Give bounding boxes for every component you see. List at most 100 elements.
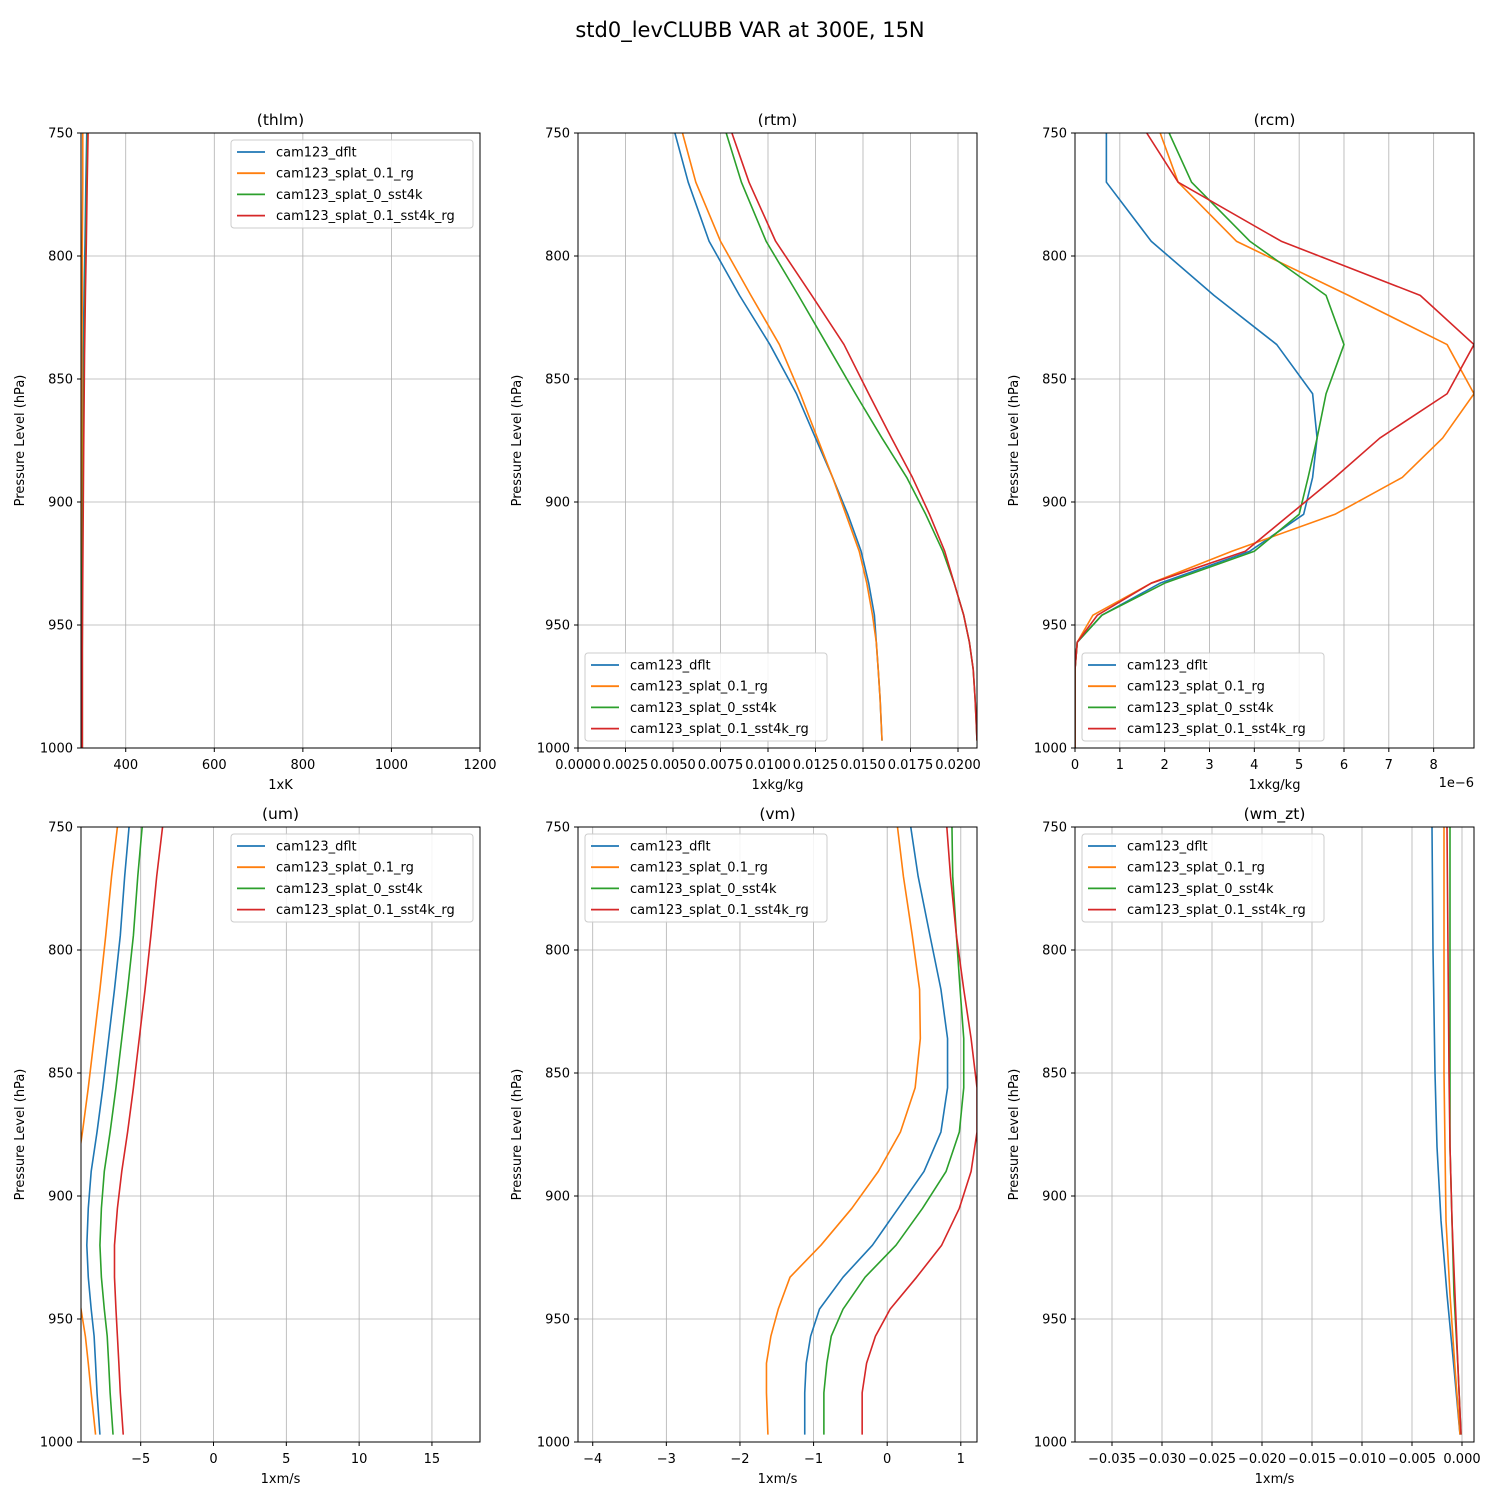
y-tick-label: 750 <box>1042 821 1067 836</box>
legend-entry: cam123_splat_0.1_sst4k_rg <box>630 722 809 737</box>
x-tick-label: −4 <box>583 1452 602 1467</box>
x-tick-label: 7 <box>1385 758 1393 773</box>
x-tick-label: −0.030 <box>1138 1452 1186 1467</box>
series-group <box>765 827 977 1435</box>
y-tick-label: 1000 <box>537 742 570 757</box>
x-axis-label: 1xm/s <box>758 1472 798 1487</box>
axes-frame <box>80 826 481 1443</box>
figure-title: std0_levCLUBB VAR at 300E, 15N <box>575 18 924 43</box>
x-tick-label: 0 <box>1071 758 1079 773</box>
x-tick-label: −0.020 <box>1238 1452 1286 1467</box>
panel-title: (um) <box>262 805 299 823</box>
legend-entry: cam123_splat_0_sst4k <box>276 188 423 203</box>
y-tick-label: 900 <box>545 1190 570 1205</box>
series-line-3 <box>861 827 977 1435</box>
legend-entry: cam123_splat_0_sst4k <box>276 882 423 897</box>
x-tick-label: 8 <box>1430 758 1438 773</box>
y-axis-label: Pressure Level (hPa) <box>13 375 28 507</box>
y-tick-label: 1000 <box>1034 1436 1067 1451</box>
y-tick-label: 850 <box>545 373 570 388</box>
legend-entry: cam123_splat_0_sst4k <box>1127 701 1274 716</box>
x-tick-label: −2 <box>730 1452 749 1467</box>
y-tick-label: 850 <box>1042 1067 1067 1082</box>
y-tick-label: 950 <box>545 619 570 634</box>
axis-offset-text: 1e−6 <box>1439 776 1474 791</box>
legend: cam123_dflt cam123_splat_0.1_rg cam123_spl… <box>1081 833 1325 923</box>
series-line-0 <box>803 827 949 1435</box>
axes-frame <box>577 826 978 1443</box>
panel-3: −5 0 5 10 15 750 800 850 900 950 1000 (um) 1xm/s Pres… <box>13 805 481 1487</box>
panel-0: 400 600 800 1000 1200 750 800 850 900 950 1000 (thl… <box>13 111 497 793</box>
x-axis-label: 1xm/s <box>1255 1472 1295 1487</box>
legend-entry: cam123_dflt <box>276 840 357 855</box>
series-line-3 <box>81 133 89 748</box>
y-tick-label: 850 <box>48 1067 73 1082</box>
legend: cam123_dflt cam123_splat_0.1_rg cam123_spl… <box>584 833 828 923</box>
x-tick-label: 400 <box>113 758 138 773</box>
legend-entry: cam123_dflt <box>1127 840 1208 855</box>
legend-entry: cam123_splat_0.1_sst4k_rg <box>276 209 455 224</box>
y-axis-label: Pressure Level (hPa) <box>510 375 525 507</box>
y-tick-label: 1000 <box>40 1436 73 1451</box>
axes-frame <box>1074 132 1475 749</box>
series-line-2 <box>823 827 965 1435</box>
panel-1: 0.0000 0.0025 0.0050 0.0075 0.0100 0.0125 0.01… <box>510 111 981 793</box>
y-tick-label: 900 <box>1042 1190 1067 1205</box>
x-tick-label: 0.0150 <box>840 758 886 773</box>
y-tick-label: 750 <box>545 821 570 836</box>
y-tick-label: 1000 <box>40 742 73 757</box>
x-tick-label: 2 <box>1161 758 1169 773</box>
x-tick-label: 1 <box>957 1452 965 1467</box>
y-tick-label: 750 <box>1042 127 1067 142</box>
y-tick-label: 900 <box>545 496 570 511</box>
panel-title: (rcm) <box>1254 111 1296 129</box>
legend-entry: cam123_dflt <box>276 146 357 161</box>
y-tick-label: 750 <box>545 127 570 142</box>
x-tick-label: −0.010 <box>1338 1452 1386 1467</box>
legend-entry: cam123_splat_0_sst4k <box>630 882 777 897</box>
legend: cam123_dflt cam123_splat_0.1_rg cam123_spl… <box>584 652 828 742</box>
y-tick-label: 1000 <box>1034 742 1067 757</box>
series-line-1 <box>1443 827 1461 1435</box>
x-tick-label: 1 <box>1116 758 1124 773</box>
x-tick-label: 0.0125 <box>793 758 839 773</box>
y-axis-label: Pressure Level (hPa) <box>1007 375 1022 507</box>
legend-entry: cam123_splat_0_sst4k <box>1127 882 1274 897</box>
grid <box>81 826 480 1443</box>
y-axis-label: Pressure Level (hPa) <box>1007 1069 1022 1201</box>
x-tick-label: −5 <box>131 1452 150 1467</box>
legend-frame <box>1081 652 1325 742</box>
y-tick-label: 800 <box>1042 250 1067 265</box>
x-tick-label: 1200 <box>463 758 496 773</box>
legend-entry: cam123_splat_0.1_sst4k_rg <box>1127 903 1306 918</box>
y-tick-label: 800 <box>48 250 73 265</box>
legend-entry: cam123_splat_0.1_rg <box>276 861 414 876</box>
y-tick-label: 750 <box>48 821 73 836</box>
x-axis-label: 1xkg/kg <box>752 778 804 793</box>
y-tick-label: 750 <box>48 127 73 142</box>
x-tick-label: 600 <box>202 758 227 773</box>
legend-entry: cam123_splat_0.1_sst4k_rg <box>276 903 455 918</box>
panel-title: (vm) <box>759 805 795 823</box>
series-line-0 <box>86 827 130 1435</box>
legend: cam123_dflt cam123_splat_0.1_rg cam123_spl… <box>230 833 474 923</box>
panels: 400 600 800 1000 12007508008509009501000(thl… <box>13 111 1481 1487</box>
legend-entry: cam123_splat_0.1_rg <box>1127 680 1265 695</box>
y-tick-label: 950 <box>1042 619 1067 634</box>
panel-title: (rtm) <box>758 111 798 129</box>
x-axis-label: 1xkg/kg <box>1249 778 1301 793</box>
y-axis-label: Pressure Level (hPa) <box>13 1069 28 1201</box>
legend-entry: cam123_dflt <box>630 840 711 855</box>
x-tick-label: 0.0100 <box>745 758 791 773</box>
legend-frame <box>584 833 828 923</box>
y-tick-label: 900 <box>1042 496 1067 511</box>
series-group <box>1075 133 1474 748</box>
y-tick-label: 950 <box>48 619 73 634</box>
series-line-1 <box>81 827 119 1435</box>
series-group <box>81 827 164 1435</box>
legend: cam123_dflt cam123_splat_0.1_rg cam123_spl… <box>1081 652 1325 742</box>
x-tick-label: 4 <box>1250 758 1258 773</box>
legend-entry: cam123_splat_0.1_sst4k_rg <box>630 903 809 918</box>
x-tick-label: 6 <box>1340 758 1348 773</box>
